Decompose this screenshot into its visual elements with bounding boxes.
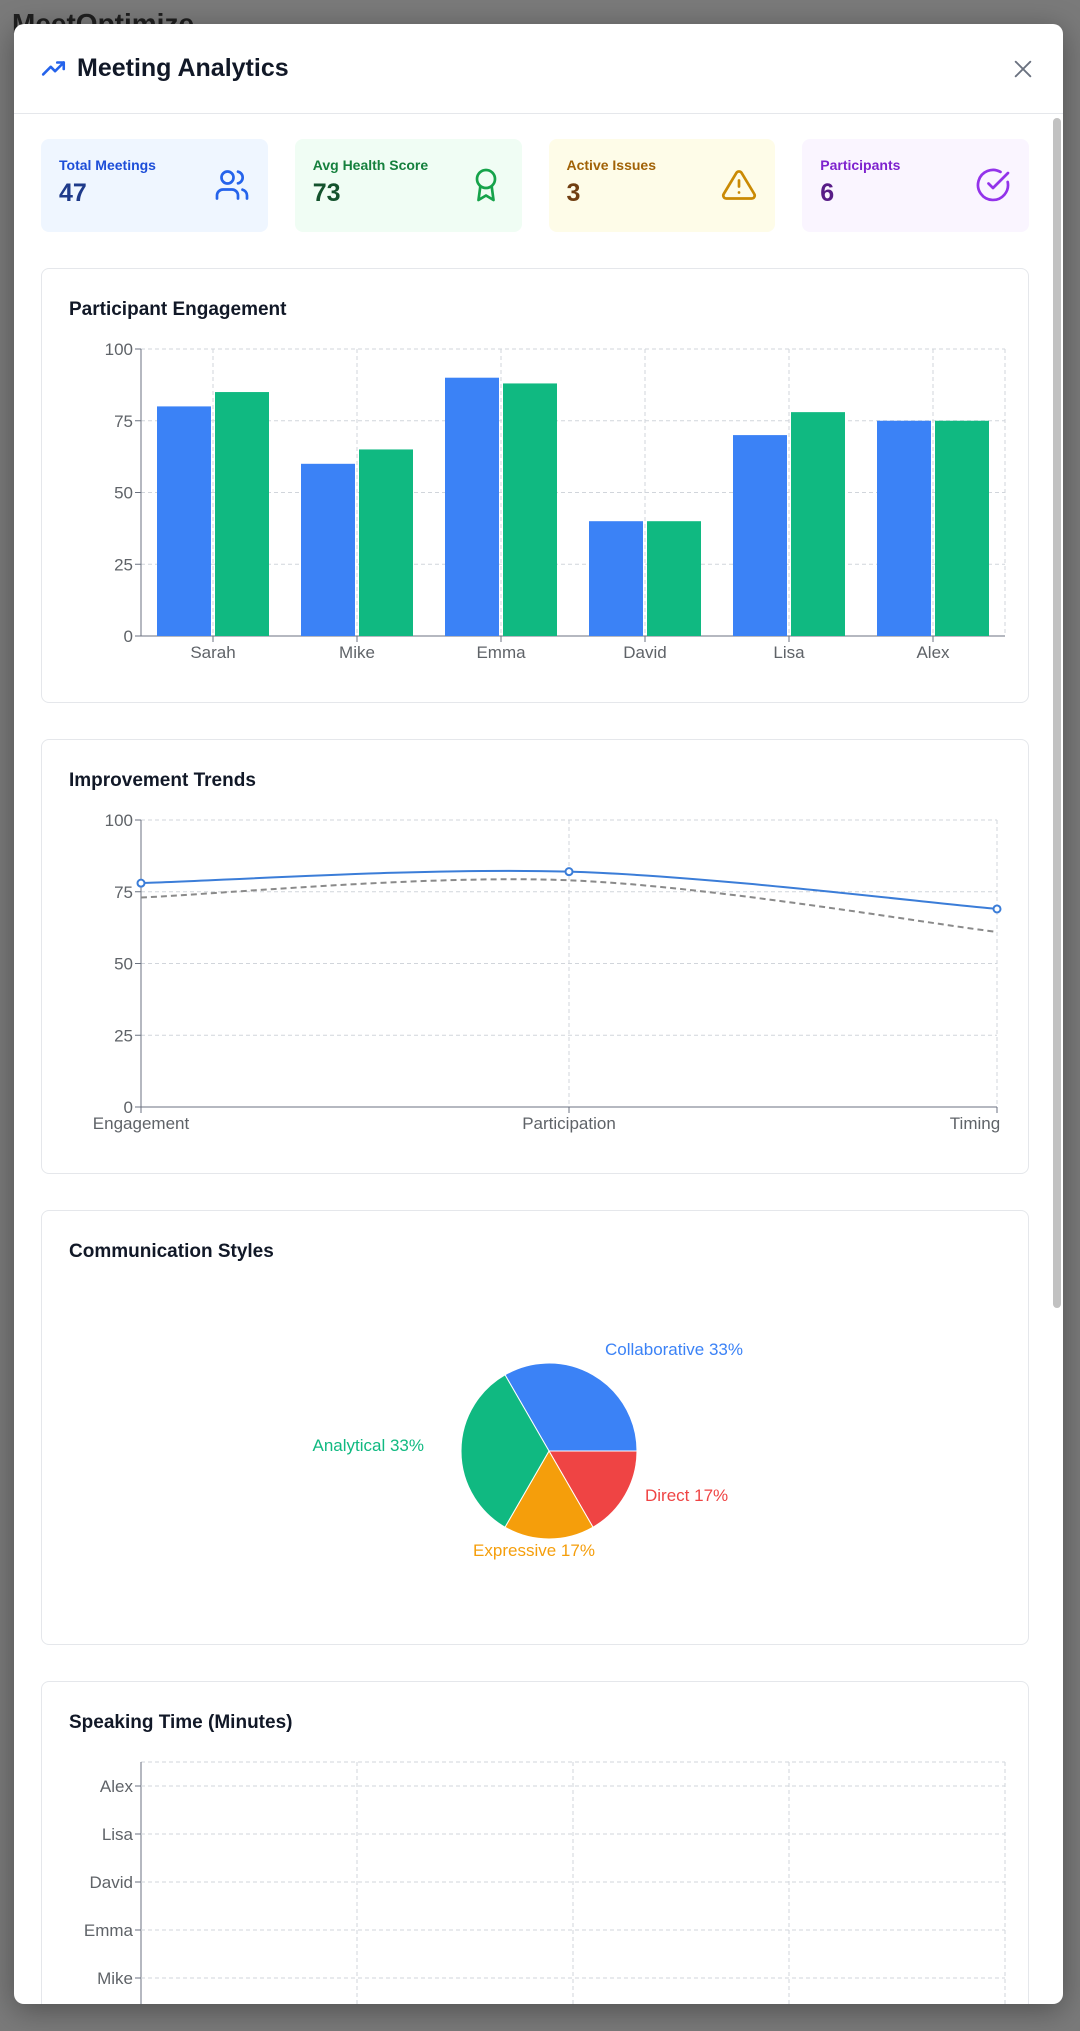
card-title: Speaking Time (Minutes) <box>69 1712 293 1733</box>
pie-slice <box>504 1450 594 1540</box>
card-title: Communication Styles <box>69 1241 274 1262</box>
y-tick-label: Alex <box>100 1777 134 1796</box>
x-tick-label: Participation <box>522 1114 616 1133</box>
y-tick-label: 0 <box>124 1098 133 1117</box>
engagement-card: Participant Engagement 0 25 50 75 100 Sarah Mi… <box>41 268 1029 703</box>
pie-label: Expressive 17% <box>473 1541 595 1560</box>
alert-triangle-icon <box>722 170 757 200</box>
modal-title: Meeting Analytics <box>77 54 289 82</box>
stat-value: 73 <box>312 179 341 207</box>
y-tick-label: 100 <box>105 811 133 830</box>
stat-card-avg-health-score: Avg Health Score 73 <box>294 139 522 232</box>
stat-card-active-issues: Active Issues 3 <box>548 139 776 232</box>
bar <box>935 420 989 636</box>
speaking-card: Speaking Time (Minutes) Alex Lisa David Emm… <box>41 1681 1029 2004</box>
x-tick-label: Emma <box>476 643 526 662</box>
y-tick-label: 50 <box>114 955 133 974</box>
stat-label: Total Meetings <box>59 157 156 173</box>
pie-slice <box>548 1450 638 1528</box>
close-button[interactable] <box>1009 55 1037 83</box>
styles-pie-chart: Collaborative 33% Direct 17% Expressive 17… <box>312 1340 743 1560</box>
styles-card: Communication Styles Collaborative 33% Di… <box>41 1210 1029 1645</box>
check-circle-icon <box>976 168 1010 202</box>
card-title: Improvement Trends <box>69 770 256 791</box>
y-tick-label: 25 <box>114 555 133 574</box>
bar <box>157 406 211 636</box>
bar <box>589 521 643 636</box>
bar <box>503 383 557 636</box>
x-tick-label: Engagement <box>93 1114 190 1133</box>
bar <box>359 449 413 636</box>
card-title: Participant Engagement <box>69 299 287 320</box>
stat-value: 3 <box>566 179 581 207</box>
bar <box>301 463 355 636</box>
x-tick-label: Lisa <box>773 643 805 662</box>
y-tick-label: Mike <box>97 1969 133 1988</box>
speaking-bar-chart: Alex Lisa David Emma Mike <box>84 1761 1006 2004</box>
pie-label: Collaborative 33% <box>605 1340 743 1359</box>
y-tick-label: Emma <box>84 1921 134 1940</box>
stats-row: Total Meetings 47 Avg Health Score 73 Ac… <box>41 139 1029 232</box>
bar <box>877 420 931 636</box>
bar <box>791 412 845 636</box>
y-tick-label: 75 <box>114 883 133 902</box>
bar <box>733 435 787 636</box>
stat-card-participants: Participants 6 <box>802 139 1029 232</box>
modal-body[interactable]: Total Meetings 47 Avg Health Score 73 Ac… <box>14 115 1049 2004</box>
engagement-bar-chart: 0 25 50 75 100 Sarah Mike Emma David Lisa Alex <box>105 340 1006 662</box>
trends-line-chart: 0 25 50 75 100 Engagement Participation Timing <box>93 811 1002 1133</box>
x-tick-label: Alex <box>916 643 950 662</box>
stat-label: Participants <box>820 157 901 173</box>
data-point <box>564 867 574 877</box>
stat-value: 6 <box>820 179 835 207</box>
award-icon <box>475 168 496 202</box>
y-tick-label: 0 <box>124 627 133 646</box>
pie-slice <box>460 1374 550 1528</box>
bar <box>647 521 701 636</box>
x-tick-label: Mike <box>339 643 375 662</box>
stat-label: Avg Health Score <box>312 157 429 173</box>
y-tick-label: David <box>90 1873 133 1892</box>
y-tick-label: 100 <box>105 340 133 359</box>
x-tick-label: Sarah <box>190 643 235 662</box>
y-tick-label: 75 <box>114 412 133 431</box>
x-tick-label: Timing <box>950 1114 1000 1133</box>
data-point <box>992 904 1002 914</box>
users-icon <box>215 170 249 200</box>
y-tick-label: 50 <box>114 484 133 503</box>
dashed-series-line <box>140 878 998 933</box>
pie-label: Direct 17% <box>645 1486 728 1505</box>
analytics-modal: Meeting Analytics Total Meetings 47 Avg … <box>14 24 1063 2004</box>
bar <box>215 392 269 636</box>
y-tick-label: 25 <box>114 1026 133 1045</box>
pie-label: Analytical 33% <box>312 1436 424 1455</box>
trends-card: Improvement Trends 0 25 50 75 100 Engagement P… <box>41 739 1029 1174</box>
pie-slice <box>504 1362 638 1452</box>
stat-card-total-meetings: Total Meetings 47 <box>41 139 268 232</box>
scrollbar-thumb[interactable] <box>1053 118 1061 1308</box>
bar <box>445 377 499 636</box>
data-point <box>136 878 146 888</box>
x-tick-label: David <box>623 643 666 662</box>
y-tick-label: Lisa <box>102 1825 134 1844</box>
stat-label: Active Issues <box>566 157 657 173</box>
trending-up-icon <box>41 56 67 82</box>
stat-value: 47 <box>59 179 87 207</box>
modal-header: Meeting Analytics <box>14 24 1063 114</box>
close-icon <box>1014 60 1032 78</box>
